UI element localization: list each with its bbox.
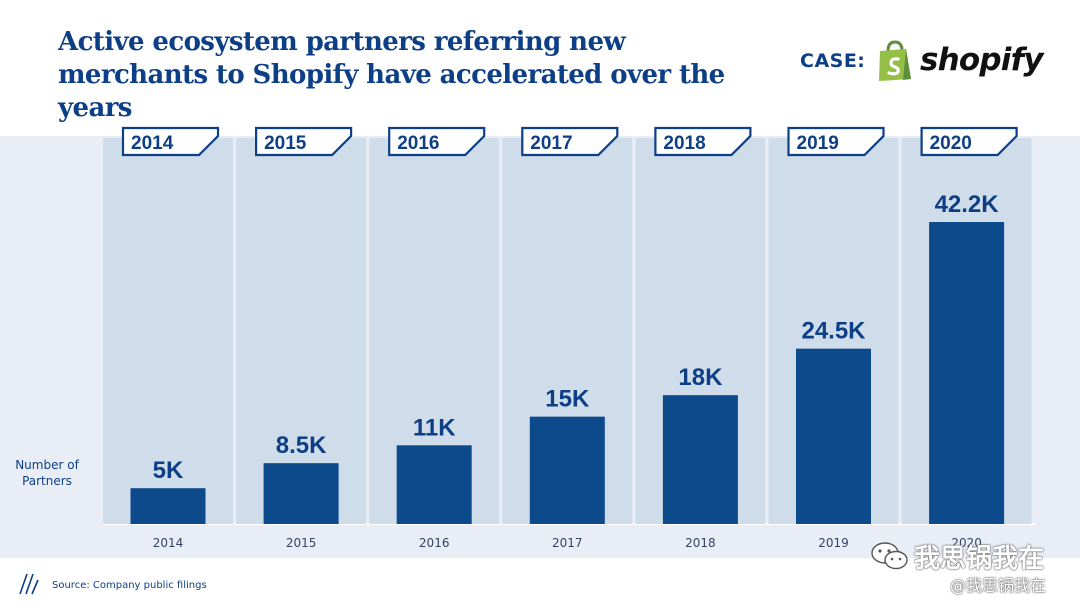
year-tag-label: 2016: [397, 133, 439, 154]
x-tick-label: 2015: [286, 536, 317, 550]
year-tag: [255, 126, 353, 157]
data-label: 5K: [153, 457, 184, 484]
year-tag: [787, 126, 885, 157]
year-tag: [388, 126, 486, 157]
watermark-handle: @我思锅我在: [950, 576, 1047, 595]
data-label: 11K: [413, 414, 456, 441]
bar: [662, 395, 738, 524]
x-tick-label: 2014: [153, 536, 184, 550]
column-background: [103, 138, 233, 524]
year-tag: [920, 126, 1018, 157]
bar: [529, 416, 605, 524]
case-label: CASE:: [800, 50, 866, 72]
bar: [263, 463, 339, 524]
data-label: 15K: [545, 386, 590, 413]
year-tag-label: 2018: [663, 133, 705, 154]
data-label: 8.5K: [276, 432, 327, 459]
company-logo-icon: [19, 573, 39, 595]
y-axis-label: Number of Partners: [15, 458, 79, 488]
brand-name: shopify: [920, 42, 1044, 78]
year-tag: [121, 126, 220, 157]
bar: [396, 445, 472, 524]
page-title: Active ecosystem partners referring new …: [58, 27, 725, 123]
year-tag-label: 2015: [264, 133, 307, 154]
bar: [130, 488, 206, 524]
data-label: 42.2K: [935, 191, 1000, 218]
data-label: 24.5K: [801, 318, 866, 345]
x-tick-label: 2020: [951, 536, 982, 550]
bar: [929, 222, 1005, 524]
chat-bubbles-icon: [871, 542, 908, 570]
x-tick-label: 2018: [685, 536, 716, 550]
year-tag-label: 2020: [930, 133, 972, 154]
watermark: 我思锅我在 @我思锅我在: [870, 532, 1070, 596]
x-tick-label: 2019: [818, 536, 849, 550]
x-tick-label: 2016: [419, 536, 450, 550]
year-tag-label: 2014: [131, 133, 174, 154]
source-note: Source: Company public filings: [52, 580, 207, 591]
year-tag: [521, 126, 619, 157]
shopify-logo: shopify: [876, 38, 1044, 82]
x-tick-label: 2017: [552, 536, 583, 550]
bar: [796, 348, 871, 524]
column-background: [236, 138, 367, 524]
year-tag: [654, 126, 752, 157]
year-tag-label: 2019: [797, 133, 839, 154]
data-label: 18K: [678, 364, 723, 391]
watermark-text: 我思锅我在: [914, 544, 1045, 574]
shopping-bag-icon: [879, 40, 911, 81]
year-tag-label: 2017: [530, 133, 572, 154]
